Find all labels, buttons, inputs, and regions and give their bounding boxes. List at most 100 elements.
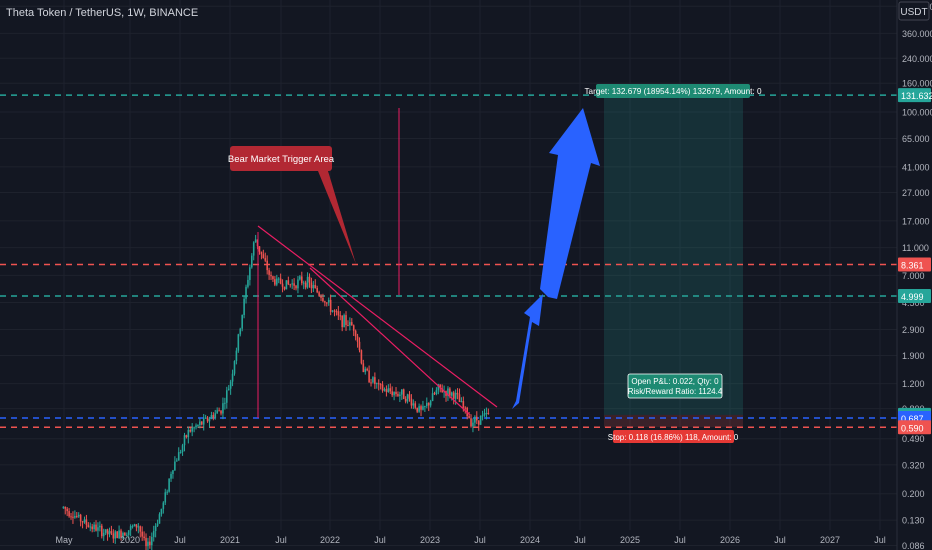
candle-body (168, 478, 170, 492)
candle-body (387, 388, 390, 393)
candle-body (297, 279, 299, 289)
candle-body (360, 350, 363, 364)
candle-body (379, 384, 382, 386)
candle-body (235, 350, 238, 362)
candle-body (391, 391, 393, 396)
candle-body (249, 267, 251, 280)
candle-body (408, 394, 411, 399)
candle-body (450, 392, 453, 396)
candle-body (152, 530, 155, 537)
candle-body (112, 533, 115, 539)
bear-market-callout[interactable] (230, 146, 332, 171)
candle-body (200, 421, 203, 425)
candle-body (291, 283, 293, 285)
candle-body (145, 538, 147, 547)
time-tick-label: 2020 (120, 535, 140, 545)
candle-body (364, 368, 367, 373)
candle-body (372, 377, 374, 383)
price-tick-label: 0.490 (902, 434, 925, 444)
time-tick-label: 2027 (820, 535, 840, 545)
candle-body (204, 417, 207, 419)
candle-body (174, 461, 176, 471)
candle-body (160, 508, 163, 515)
candle-body (385, 389, 388, 393)
candle-body (289, 284, 292, 286)
price-tick-label: 7.000 (902, 271, 925, 281)
candle-body (427, 402, 430, 406)
candle-body (279, 278, 282, 284)
candle-body (81, 521, 84, 523)
candle-body (343, 315, 345, 328)
price-label-text: 0.590 (901, 423, 924, 433)
candle-body (295, 285, 297, 289)
currency-button[interactable] (898, 1, 930, 21)
candle-body (247, 279, 249, 287)
candle-body (300, 276, 303, 284)
candle-body (208, 418, 211, 422)
price-label-text: 8.361 (901, 260, 924, 270)
candle-body (341, 315, 343, 328)
candle-body (356, 336, 359, 342)
candle-body (374, 377, 376, 385)
candle-body (262, 254, 265, 259)
candle-body (175, 460, 178, 462)
candle-body (447, 388, 449, 396)
candle-body (462, 401, 465, 408)
candle-body (220, 410, 222, 414)
open-pl-box (627, 373, 723, 399)
candle-body (464, 407, 467, 409)
candle-body (70, 516, 72, 518)
candle-body (83, 519, 86, 523)
candle-body (274, 279, 276, 285)
candle-body (170, 473, 172, 479)
candle-body (216, 410, 218, 414)
candle-body (250, 255, 253, 268)
candle-body (349, 322, 351, 326)
candle-body (141, 531, 143, 537)
candle-body (222, 403, 224, 414)
candle-body (368, 370, 370, 383)
candle-body (320, 295, 322, 298)
candle-body (337, 311, 340, 316)
candle-body (299, 276, 301, 280)
candle-body (304, 282, 307, 288)
bear-market-text: Bear Market Trigger Area (228, 154, 335, 165)
candle-body (358, 341, 361, 351)
candle-body (333, 310, 336, 312)
candle-body (79, 514, 82, 522)
candle-body (381, 384, 384, 391)
candle-body (441, 388, 443, 393)
candle-body (135, 524, 138, 528)
candle-body (452, 392, 455, 399)
price-axis[interactable]: 560.000360.000240.000160.000100.00065.00… (896, 0, 932, 550)
time-axis[interactable]: May 2020 Jul 2021 Jul 2022 Jul 2023 Jul 2024 Jul 20… (55, 535, 885, 545)
candle-body (477, 420, 480, 425)
candle-body (237, 334, 240, 351)
time-tick-label: Jul (874, 535, 886, 545)
price-tick-label: 0.130 (902, 516, 925, 526)
candle-body (93, 524, 95, 530)
arrow-up-small[interactable] (512, 294, 543, 409)
drawings[interactable] (257, 108, 600, 418)
candle-body (154, 525, 157, 531)
candle-body (314, 285, 317, 289)
trend-line-upper[interactable] (257, 225, 498, 408)
candle-body (193, 427, 195, 429)
candle-body (124, 532, 126, 536)
price-tick-label: 240.000 (902, 54, 932, 64)
candle-body (64, 506, 67, 509)
candle-body (437, 384, 440, 391)
candle-body (268, 270, 270, 275)
candle-body (383, 389, 386, 391)
time-tick-label: Jul (574, 535, 586, 545)
candle-body (397, 394, 399, 396)
trend-line-lower[interactable] (309, 267, 471, 416)
candle-body (87, 524, 90, 528)
candle-body (66, 508, 68, 512)
time-tick-label: 2022 (320, 535, 340, 545)
candle-body (472, 422, 474, 427)
candle-body (287, 280, 290, 285)
arrow-up-large[interactable] (540, 108, 600, 299)
time-tick-label: Jul (174, 535, 186, 545)
